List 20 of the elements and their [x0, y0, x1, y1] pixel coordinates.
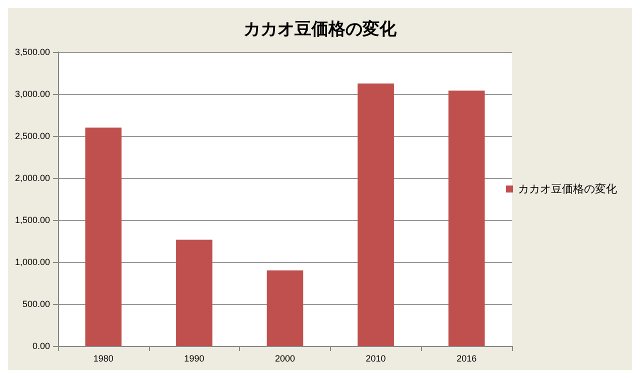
y-tick-label: 2,500.00: [14, 131, 50, 141]
y-tick-label: 1,500.00: [14, 215, 50, 225]
y-tick-label: 500.00: [22, 299, 50, 309]
x-tick-label: 2010: [366, 354, 386, 364]
y-tick-label: 2,000.00: [14, 173, 50, 183]
x-tick-label: 2000: [274, 354, 296, 364]
chart-title: カカオ豆価格の変化: [244, 20, 398, 40]
bar: [176, 240, 212, 346]
y-tick-label: 3,000.00: [14, 89, 50, 99]
bar: [266, 270, 304, 346]
y-tick-label: 1,000.00: [14, 257, 50, 267]
x-tick-label: 1990: [184, 354, 204, 364]
legend-label: カカオ豆価格の変化: [518, 182, 617, 196]
y-tick-label: 3,500.00: [14, 47, 50, 57]
bar: [358, 84, 394, 346]
x-tick-label: 2016: [456, 354, 477, 364]
y-tick-label: 0.00: [32, 341, 50, 351]
bar: [85, 128, 122, 346]
x-tick-label: 1980: [93, 354, 114, 364]
bar: [448, 90, 485, 346]
